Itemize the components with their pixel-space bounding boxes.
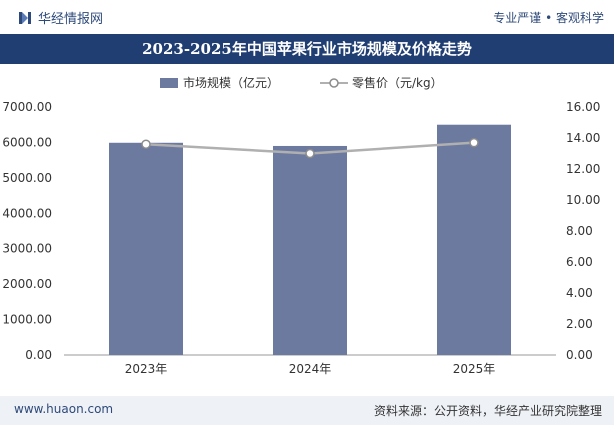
y-right-tick-label: 2.00 [566,317,593,331]
footer: www.huaon.com 资料来源：公开资料，华经产业研究院整理 [0,396,614,425]
chart-title: 2023-2025年中国苹果行业市场规模及价格走势 [142,40,472,58]
y-right-tick-label: 0.00 [566,348,593,362]
footer-website: www.huaon.com [14,402,114,416]
brand: 华经情报网 [18,8,103,27]
y-right-tick-label: 10.00 [566,193,600,207]
y-right-tick-label: 6.00 [566,255,593,269]
legend-line-marker [329,78,339,88]
y-right-tick-label: 4.00 [566,286,593,300]
y-left-tick-label: 5000.00 [2,171,52,185]
x-tick-label: 2023年 [125,362,168,376]
y-right-tick-label: 14.00 [566,131,600,145]
price-point [469,137,479,148]
chart: 市场规模（亿元） 零售价（元/kg） 0.00 1000.00 2000.00 3000.… [2,75,600,376]
brand-logo-icon [19,11,31,24]
y-left-tick-label: 7000.00 [2,100,52,114]
price-point [141,139,151,149]
bar [109,142,183,355]
y-right-tick-label: 8.00 [566,224,593,238]
y-left-tick-label: 3000.00 [2,242,52,256]
bar [273,145,347,355]
y-left-tick-label: 0.00 [25,348,52,362]
bar [437,124,511,355]
legend-bar-label: 市场规模（亿元） [183,75,279,90]
title-band [0,34,614,64]
top-bar: 华经情报网 专业严谨 • 客观科学 [0,0,614,34]
y-left-tick-label: 6000.00 [2,135,52,149]
legend-line-label: 零售价（元/kg） [352,75,443,90]
y-right-tick-label: 16.00 [566,100,600,114]
x-tick-label: 2024年 [289,362,332,376]
tagline: 专业严谨 • 客观科学 [493,11,604,25]
y-left-tick-label: 1000.00 [2,313,52,327]
y-left-tick-label: 4000.00 [2,206,52,220]
brand-name: 华经情报网 [38,12,104,27]
x-tick-label: 2025年 [453,362,496,376]
legend-bar-swatch [160,78,178,88]
footer-source: 资料来源：公开资料，华经产业研究院整理 [373,404,602,418]
price-point [305,148,315,159]
y-left-tick-label: 2000.00 [2,277,52,291]
y-right-tick-label: 12.00 [566,162,600,176]
